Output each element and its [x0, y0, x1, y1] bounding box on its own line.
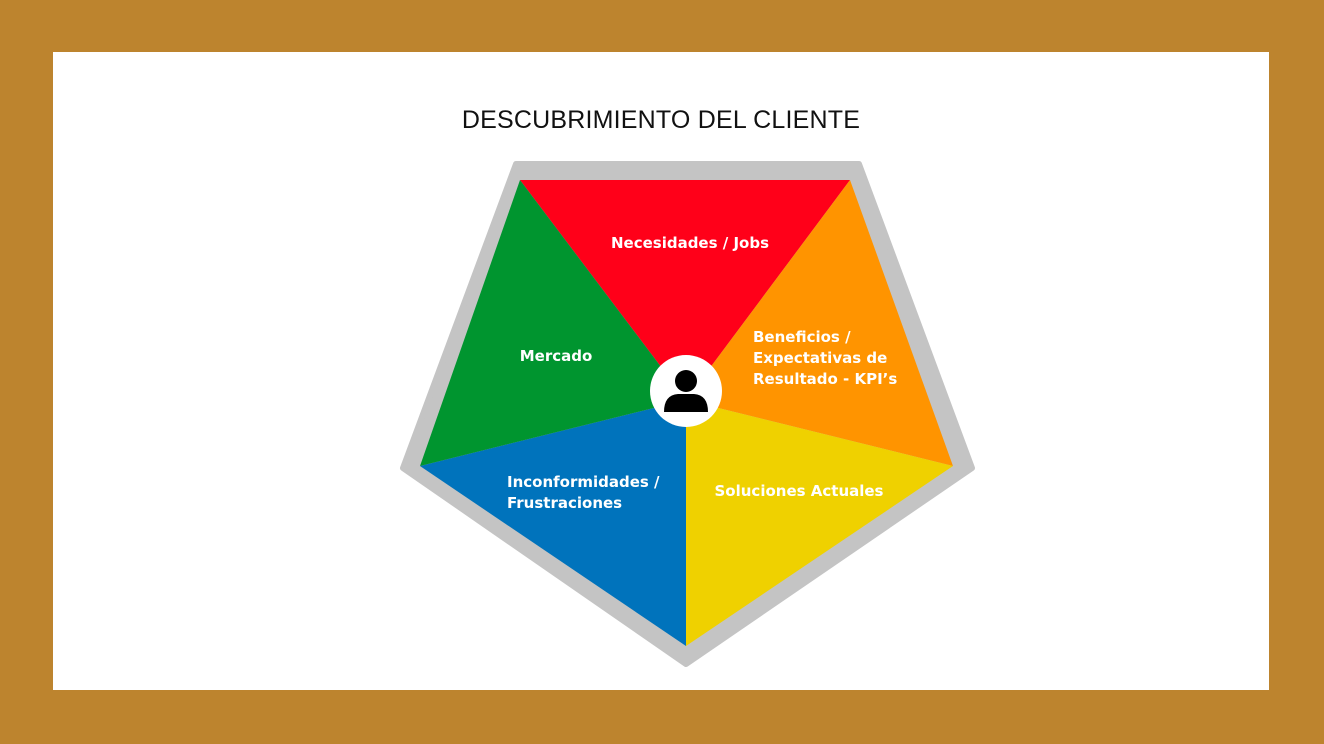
label-mercado: Mercado: [520, 347, 593, 365]
label-inconformidades: Inconformidades / Frustraciones: [507, 473, 665, 512]
segment-inconformidades: [420, 400, 686, 646]
label-soluciones: Soluciones Actuales: [715, 482, 884, 500]
segment-soluciones: [686, 400, 953, 646]
segment-mercado: [420, 180, 686, 466]
label-beneficios: Beneficios / Expectativas de Resultado -…: [753, 328, 897, 388]
person-icon: [650, 355, 722, 427]
page-title: DESCUBRIMIENTO DEL CLIENTE: [461, 106, 861, 134]
segment-necesidades: [520, 180, 850, 400]
segment-beneficios: [686, 180, 953, 466]
label-necesidades: Necesidades / Jobs: [611, 234, 769, 252]
